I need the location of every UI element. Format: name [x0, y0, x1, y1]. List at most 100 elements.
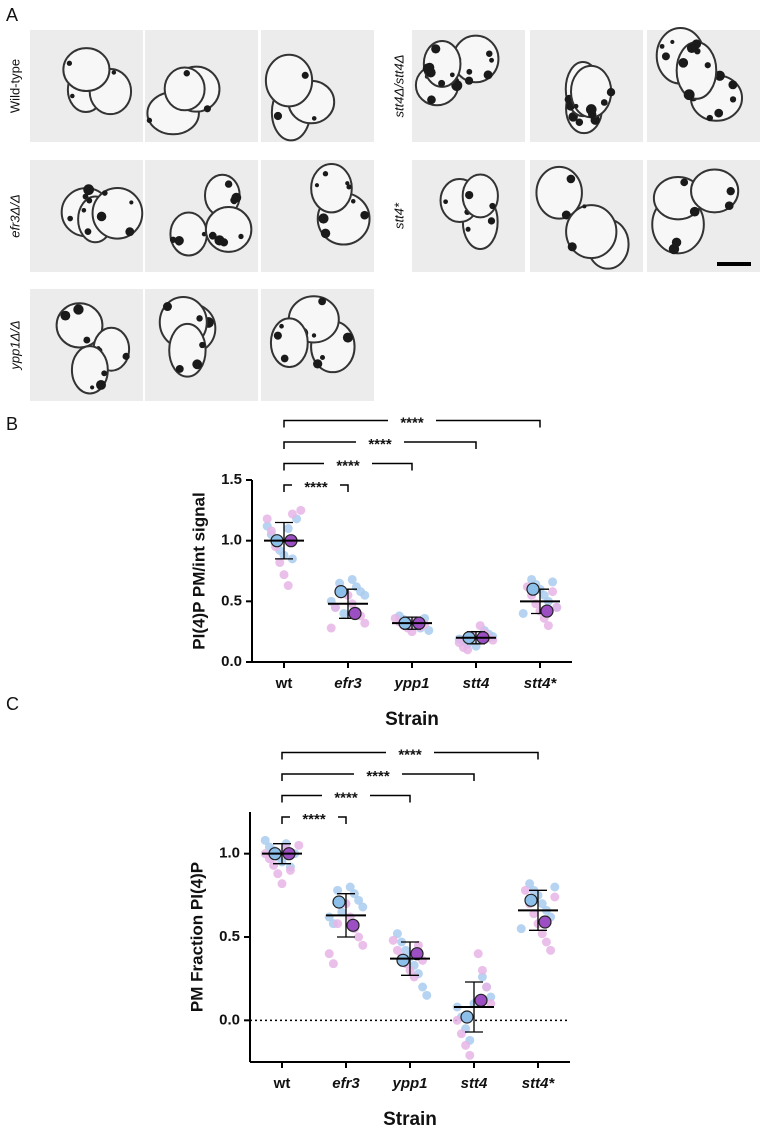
data-point: [328, 959, 338, 969]
patch: [311, 116, 317, 121]
patch: [174, 235, 184, 246]
data-point: [279, 570, 289, 580]
data-point: [543, 621, 553, 631]
replicate-mean: [474, 993, 488, 1007]
data-point: [486, 999, 496, 1009]
patch: [728, 80, 738, 90]
data-point: [324, 949, 334, 959]
label-background: [292, 477, 340, 493]
patch: [431, 44, 441, 54]
replicate-mean: [346, 918, 360, 932]
data-point: [529, 909, 539, 919]
panel-label: C: [6, 694, 19, 714]
patch: [449, 72, 455, 78]
cell: [461, 173, 499, 219]
patch: [466, 68, 473, 75]
patch: [668, 243, 680, 255]
patch: [320, 228, 331, 239]
patch: [689, 206, 700, 217]
significance-label: ****: [368, 436, 392, 453]
data-point: [548, 587, 558, 597]
patch: [566, 174, 576, 184]
data-point: [345, 882, 355, 892]
cell: [204, 206, 253, 253]
replicate-mean: [524, 893, 538, 907]
y-tick-label: 0.5: [221, 592, 242, 609]
cell: [269, 317, 309, 369]
patch: [714, 70, 725, 81]
data-point: [333, 919, 343, 929]
data-point: [456, 1029, 466, 1039]
label-background: [290, 809, 338, 825]
patch: [683, 89, 695, 101]
replicate-mean: [332, 895, 346, 909]
cell: [62, 47, 111, 92]
data-point: [463, 645, 473, 655]
patch: [311, 333, 317, 338]
patch: [322, 171, 329, 177]
patch: [345, 181, 350, 186]
patch: [111, 70, 117, 75]
data-point: [358, 902, 368, 912]
x-tick-label: wt: [275, 675, 293, 692]
patch: [489, 57, 494, 63]
y-tick-label: 1.0: [221, 532, 242, 549]
x-tick-label: wt: [273, 1075, 291, 1092]
significance-label: ****: [336, 457, 360, 474]
data-point: [550, 892, 560, 902]
cell: [310, 163, 353, 214]
cell: [565, 204, 618, 260]
label-background: [386, 744, 434, 761]
patch: [342, 332, 353, 343]
patch: [183, 70, 190, 77]
data-point: [392, 945, 402, 955]
y-tick-label: 0.0: [219, 1011, 240, 1028]
data-point: [525, 879, 535, 889]
patch: [601, 99, 608, 106]
patch: [70, 93, 75, 99]
patch: [219, 238, 229, 247]
significance-label: ****: [334, 789, 358, 806]
data-point: [518, 608, 528, 618]
patch: [438, 79, 446, 87]
y-axis-title: PI(4)P PM/int signal: [189, 492, 208, 649]
patch: [427, 95, 436, 105]
patch: [465, 190, 474, 200]
patch: [582, 204, 587, 209]
patch: [724, 201, 734, 211]
patch: [96, 379, 106, 390]
patch: [567, 242, 577, 252]
data-point: [473, 949, 483, 959]
patch: [83, 184, 95, 196]
patch: [424, 62, 435, 73]
significance-label: ****: [366, 768, 390, 785]
patch: [318, 213, 329, 224]
patch: [314, 183, 320, 188]
patch: [73, 304, 84, 315]
data-point: [296, 505, 306, 515]
x-tick-label: ypp1: [393, 675, 429, 692]
panel-label: B: [6, 414, 18, 434]
patch: [573, 103, 579, 109]
patch: [659, 43, 665, 49]
data-point: [273, 869, 283, 879]
patch: [704, 62, 711, 69]
data-point: [283, 524, 293, 534]
x-tick-label: efr3: [334, 675, 362, 692]
patch: [320, 354, 326, 360]
row-label: efr3Δ/Δ: [7, 194, 22, 237]
data-point: [360, 618, 370, 628]
data-point: [260, 835, 270, 845]
y-tick-label: 1.0: [219, 845, 240, 862]
patch: [101, 370, 108, 377]
data-point: [283, 581, 293, 591]
y-axis-title: PM Fraction PI(4)P: [187, 862, 206, 1012]
data-point: [461, 1040, 471, 1050]
label-background: [322, 787, 370, 804]
patch: [587, 110, 597, 119]
data-point: [477, 972, 487, 982]
patch: [192, 359, 203, 370]
patch: [729, 96, 737, 103]
patch: [483, 70, 493, 80]
data-point: [347, 574, 357, 584]
